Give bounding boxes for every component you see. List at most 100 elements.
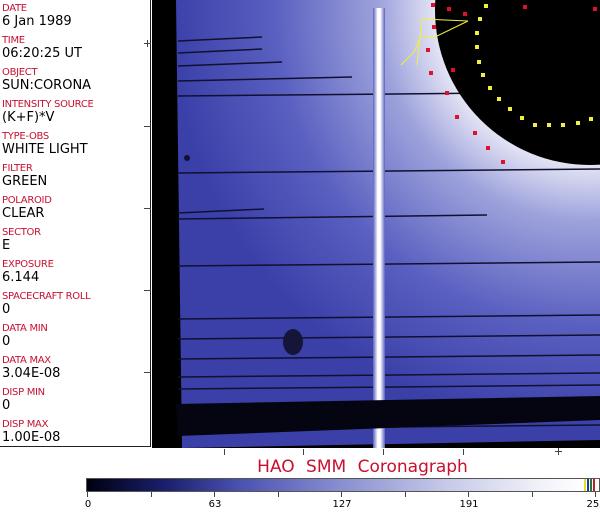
- marker-red: [426, 48, 430, 52]
- colorbar-tick: [404, 492, 406, 497]
- streak-line: [177, 314, 600, 320]
- info-field: FILTER GREEN: [2, 163, 47, 189]
- marker-red: [473, 131, 477, 135]
- streak-line: [177, 354, 600, 360]
- info-value: SUN:CORONA: [2, 78, 92, 93]
- info-label: TIME: [2, 35, 25, 46]
- streak-line: [177, 48, 263, 54]
- info-label: SPACECRAFT ROLL: [2, 291, 91, 302]
- streak-line: [177, 214, 488, 220]
- colorbar-tick-label: 63: [208, 499, 222, 510]
- colorbar-tick-label: 0: [84, 499, 92, 510]
- info-label: POLAROID: [2, 195, 52, 206]
- info-field: DATE 6 Jan 1989: [2, 3, 72, 29]
- info-value: CLEAR: [2, 206, 45, 221]
- axis-tick: [144, 290, 151, 291]
- streak-line: [177, 261, 600, 267]
- info-value: 3.04E-08: [2, 366, 61, 381]
- info-value: 6 Jan 1989: [2, 14, 72, 29]
- info-label: DISP MIN: [2, 387, 45, 398]
- colorbar-tick-label: 127: [332, 499, 352, 510]
- marker-yellow: [589, 117, 593, 121]
- colorbar-tick: [150, 492, 152, 497]
- axis-tick: [144, 126, 151, 127]
- marker-red: [523, 5, 527, 9]
- scan-streaks: [177, 36, 600, 430]
- pylon-shadow: [373, 8, 385, 448]
- info-field: TIME 06:20:25 UT: [2, 35, 82, 61]
- info-label: OBJECT: [2, 67, 38, 78]
- marker-yellow: [488, 86, 492, 90]
- axis-tick: [463, 449, 464, 455]
- colorbar-tick: [87, 492, 88, 497]
- marker-yellow: [508, 107, 512, 111]
- colorbar[interactable]: [86, 478, 600, 492]
- marker-red: [593, 7, 597, 11]
- annotation-triangle-inner[interactable]: [400, 18, 469, 66]
- info-field: DISP MAX 1.00E-08: [2, 419, 60, 445]
- info-label: DISP MAX: [2, 419, 49, 430]
- colorbar-tick-label: 191: [459, 499, 479, 510]
- occulter-disk: [435, 0, 600, 165]
- colorbar-tick: [277, 492, 279, 497]
- marker-yellow: [576, 121, 580, 125]
- marker-yellow: [547, 123, 551, 127]
- marker-red: [447, 7, 451, 11]
- axis-tick: [144, 208, 151, 209]
- info-label: DATA MIN: [2, 323, 48, 334]
- marker-yellow: [475, 45, 479, 49]
- dark-band: [176, 396, 600, 436]
- marker-points: [426, 3, 597, 164]
- marker-red: [429, 71, 433, 75]
- colorbar-stripe: [584, 479, 586, 491]
- colorbar-tick: [531, 492, 533, 497]
- streak-line: [177, 372, 600, 378]
- annotation-triangle-left[interactable]: [416, 18, 423, 66]
- colorbar-stripe: [590, 479, 592, 491]
- info-field: INTENSITY SOURCE (K+F)*V: [2, 99, 94, 125]
- coronagraph-image[interactable]: [152, 0, 600, 448]
- marker-yellow: [478, 17, 482, 21]
- info-value: 0: [2, 334, 11, 349]
- streak-line: [177, 76, 353, 82]
- colorbar-tick: [214, 492, 215, 497]
- marker-yellow: [520, 116, 524, 120]
- marker-yellow: [533, 123, 537, 127]
- info-value: 6.144: [2, 270, 40, 285]
- info-label: EXPOSURE: [2, 259, 54, 270]
- info-field: EXPOSURE 6.144: [2, 259, 54, 285]
- marker-red: [486, 146, 490, 150]
- marker-yellow: [484, 4, 488, 8]
- info-label: TYPE-OBS: [2, 131, 49, 142]
- info-label: DATE: [2, 3, 27, 14]
- info-value: E: [2, 238, 11, 253]
- axis-tick: [147, 40, 148, 47]
- info-field: DISP MIN 0: [2, 387, 45, 413]
- info-field: DATA MAX 3.04E-08: [2, 355, 60, 381]
- info-label: FILTER: [2, 163, 33, 174]
- info-value: 1.00E-08: [2, 430, 61, 445]
- info-value: 0: [2, 302, 11, 317]
- dust-spot-small: [184, 155, 190, 161]
- dust-spot: [283, 329, 303, 355]
- axis-tick: [144, 372, 151, 373]
- streak-line: [177, 384, 600, 390]
- info-field: POLAROID CLEAR: [2, 195, 52, 221]
- marker-red: [431, 3, 435, 7]
- info-field: SECTOR E: [2, 227, 41, 253]
- info-value: (K+F)*V: [2, 110, 55, 125]
- info-field: TYPE-OBS WHITE LIGHT: [2, 131, 88, 157]
- marker-red: [432, 25, 436, 29]
- marker-red: [451, 68, 455, 72]
- marker-red: [501, 160, 505, 164]
- marker-yellow: [477, 60, 481, 64]
- axis-tick: [224, 449, 225, 455]
- streak-line: [177, 168, 600, 174]
- streak-line: [177, 61, 283, 67]
- info-value: WHITE LIGHT: [2, 142, 88, 157]
- info-label: SECTOR: [2, 227, 41, 238]
- info-value: GREEN: [2, 174, 48, 189]
- marker-red: [455, 115, 459, 119]
- colorbar-stripe: [587, 479, 589, 491]
- streak-line: [177, 334, 600, 340]
